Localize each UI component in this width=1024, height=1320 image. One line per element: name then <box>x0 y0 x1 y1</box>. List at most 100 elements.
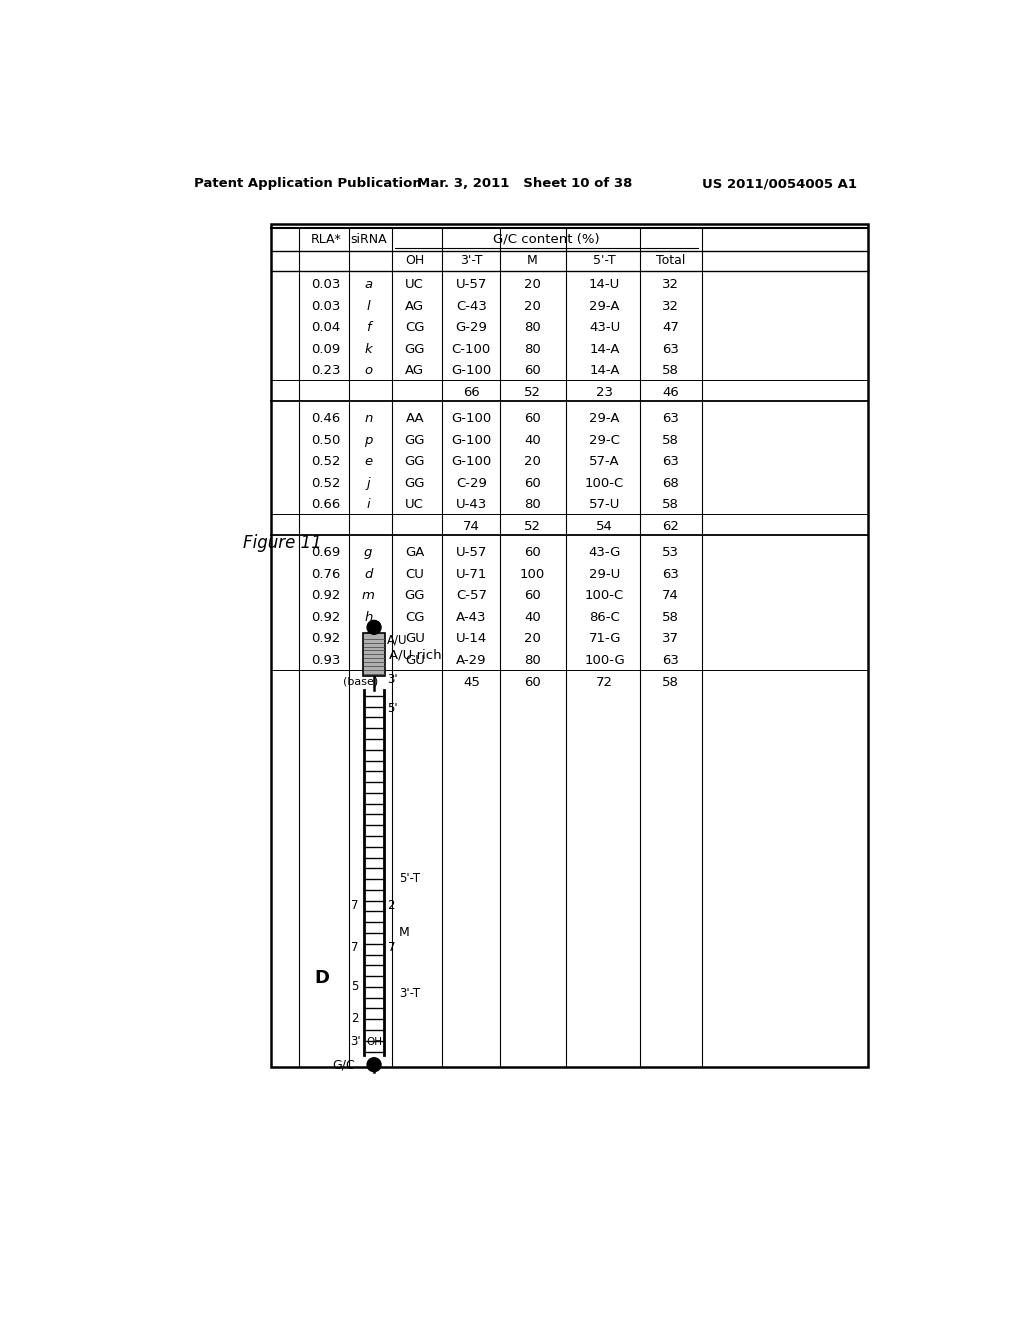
Text: 0.52: 0.52 <box>311 455 340 469</box>
Text: 43-G: 43-G <box>589 546 621 560</box>
Text: 58: 58 <box>663 676 679 689</box>
Text: 100-G: 100-G <box>585 653 625 667</box>
Text: 46: 46 <box>663 385 679 399</box>
Text: 53: 53 <box>662 546 679 560</box>
Text: 43-U: 43-U <box>589 321 621 334</box>
Text: 86-C: 86-C <box>589 611 620 624</box>
Text: 54: 54 <box>596 520 613 533</box>
Text: 58: 58 <box>663 364 679 378</box>
Text: 58: 58 <box>663 499 679 511</box>
Text: UC: UC <box>406 499 424 511</box>
Text: AG: AG <box>406 300 424 313</box>
Text: 63: 63 <box>663 455 679 469</box>
Bar <box>364 634 385 676</box>
Circle shape <box>367 1057 381 1072</box>
Text: GU: GU <box>404 653 425 667</box>
Text: G/C content (%): G/C content (%) <box>494 232 600 246</box>
Text: a: a <box>365 279 373 292</box>
Text: 0.04: 0.04 <box>311 321 340 334</box>
Text: 0.92: 0.92 <box>311 589 340 602</box>
Text: 47: 47 <box>663 321 679 334</box>
Text: 3': 3' <box>388 673 398 686</box>
Text: 58: 58 <box>663 434 679 446</box>
Text: Mar. 3, 2011   Sheet 10 of 38: Mar. 3, 2011 Sheet 10 of 38 <box>417 177 633 190</box>
Text: CG: CG <box>406 611 425 624</box>
Text: 3'-T: 3'-T <box>460 255 482 268</box>
Text: GG: GG <box>404 477 425 490</box>
Text: Patent Application Publication: Patent Application Publication <box>194 177 422 190</box>
Text: 40: 40 <box>524 434 541 446</box>
Text: A/U rich: A/U rich <box>389 648 441 661</box>
Text: 80: 80 <box>524 499 541 511</box>
Text: 63: 63 <box>663 343 679 356</box>
Text: 57-U: 57-U <box>589 499 621 511</box>
Text: U-43: U-43 <box>456 499 487 511</box>
Text: GG: GG <box>404 455 425 469</box>
Text: 0.92: 0.92 <box>311 632 340 645</box>
Text: 29-A: 29-A <box>590 300 620 313</box>
Text: G-100: G-100 <box>452 412 492 425</box>
Text: 0.93: 0.93 <box>311 653 340 667</box>
Text: 0.76: 0.76 <box>311 568 340 581</box>
Text: p: p <box>365 434 373 446</box>
Text: Figure 11: Figure 11 <box>243 535 322 552</box>
Text: 80: 80 <box>524 321 541 334</box>
Text: 7: 7 <box>350 941 358 954</box>
Text: U-71: U-71 <box>456 568 487 581</box>
Text: 0.66: 0.66 <box>311 499 340 511</box>
Text: 0.69: 0.69 <box>311 546 340 560</box>
Text: e: e <box>365 455 373 469</box>
Text: (base): (base) <box>343 677 378 686</box>
Text: 29-A: 29-A <box>590 412 620 425</box>
Text: 0.50: 0.50 <box>311 434 340 446</box>
Text: AA: AA <box>406 412 424 425</box>
Text: C-29: C-29 <box>456 477 486 490</box>
Text: CG: CG <box>406 321 425 334</box>
Text: 0.46: 0.46 <box>311 412 340 425</box>
Text: 60: 60 <box>524 412 541 425</box>
Text: 2: 2 <box>388 899 395 912</box>
Text: G-100: G-100 <box>452 434 492 446</box>
Text: C-57: C-57 <box>456 589 486 602</box>
Text: G-100: G-100 <box>452 364 492 378</box>
Text: 0.52: 0.52 <box>311 477 340 490</box>
Text: 71-G: 71-G <box>589 632 621 645</box>
Text: 45: 45 <box>463 676 480 689</box>
Text: 60: 60 <box>524 477 541 490</box>
Text: 62: 62 <box>663 520 679 533</box>
Text: 60: 60 <box>524 364 541 378</box>
Text: 60: 60 <box>524 546 541 560</box>
Text: 29-U: 29-U <box>589 568 621 581</box>
Text: D: D <box>314 969 330 987</box>
Text: 14-A: 14-A <box>590 343 620 356</box>
Text: 32: 32 <box>662 300 679 313</box>
Text: n: n <box>365 412 373 425</box>
Text: 0.09: 0.09 <box>311 343 340 356</box>
Text: 63: 63 <box>663 653 679 667</box>
Text: US 2011/0054005 A1: US 2011/0054005 A1 <box>701 177 856 190</box>
Text: 0.23: 0.23 <box>311 364 340 378</box>
Text: C-100: C-100 <box>452 343 490 356</box>
Text: o: o <box>365 364 373 378</box>
Text: 74: 74 <box>463 520 480 533</box>
Text: AG: AG <box>406 364 424 378</box>
Text: h: h <box>365 611 373 624</box>
Text: RLA*: RLA* <box>310 232 341 246</box>
Text: i: i <box>367 499 370 511</box>
Text: f: f <box>366 321 371 334</box>
Text: l: l <box>367 300 370 313</box>
Text: 7: 7 <box>388 941 395 954</box>
Text: OH: OH <box>366 1036 382 1047</box>
Text: GA: GA <box>406 546 424 560</box>
Text: 20: 20 <box>524 300 541 313</box>
Text: 57-A: 57-A <box>590 455 620 469</box>
Text: 5': 5' <box>388 702 398 715</box>
Text: 60: 60 <box>524 589 541 602</box>
Text: b: b <box>365 632 373 645</box>
Text: Total: Total <box>655 255 685 268</box>
Text: A-29: A-29 <box>456 653 486 667</box>
Circle shape <box>367 620 381 635</box>
Text: CU: CU <box>406 568 424 581</box>
Text: C-43: C-43 <box>456 300 486 313</box>
Text: 63: 63 <box>663 568 679 581</box>
